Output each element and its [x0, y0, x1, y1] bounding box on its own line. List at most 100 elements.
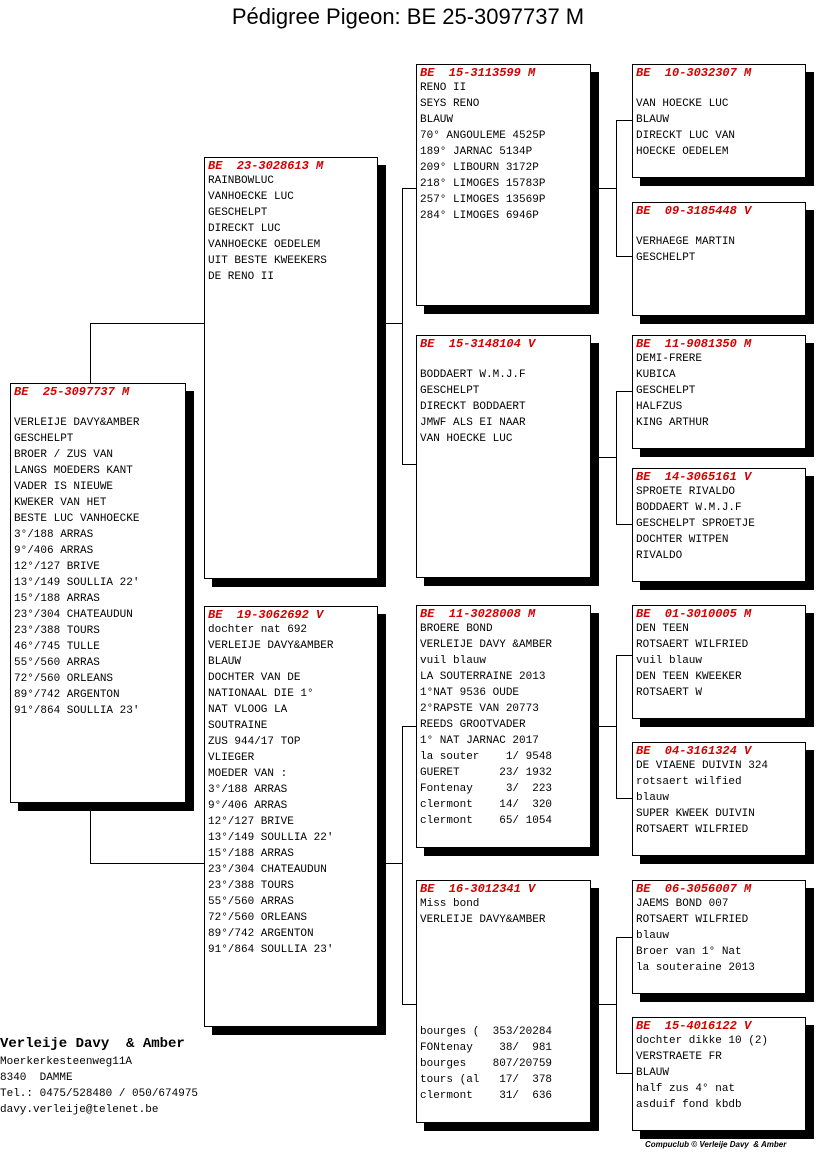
- pigeon-info-line: 15°/188 ARRAS: [14, 593, 100, 605]
- pigeon-info-line: ROTSAERT WILFRIED: [636, 914, 749, 926]
- connector-line: [402, 1004, 416, 1005]
- pigeon-details: dochter dikke 10 (2) VERSTRAETE FR BLAUW ha…: [633, 1033, 805, 1113]
- ring-number: BE 10-3032307 M: [636, 66, 752, 80]
- connector-line: [616, 120, 617, 256]
- pigeon-info-line: 89°/742 ARGENTON: [14, 689, 120, 701]
- pigeon-card-sire-sire: BE 15-3113599 M RENO II SEYS RENO BLAUW 70°…: [416, 64, 591, 306]
- pigeon-info-line: 3°/188 ARRAS: [208, 784, 288, 796]
- pigeon-info-line: 3°/188 ARRAS: [14, 529, 94, 541]
- connector-line: [589, 457, 616, 458]
- pigeon-info-line: VANHOECKE LUC: [208, 191, 294, 203]
- pigeon-info-line: NATIONAAL DIE 1°: [208, 688, 314, 700]
- pigeon-info-line: KWEKER VAN HET: [14, 497, 107, 509]
- pigeon-card-dam-dam: BE 16-3012341 V Miss bond VERLEIJE DAVY&A…: [416, 880, 591, 1123]
- pigeon-details: VERLEIJE DAVY&AMBER GESCHELPT BROER / ZUS …: [11, 399, 185, 719]
- breeder-name: Verleije Davy & Amber: [0, 1036, 185, 1052]
- pigeon-info-line: VERLEIJE DAVY &AMBER: [420, 639, 553, 651]
- pigeon-info-line: DIRECKT BODDAERT: [420, 401, 526, 413]
- pigeon-info-line: BROER / ZUS VAN: [14, 449, 114, 461]
- pigeon-card-ds-sire: BE 01-3010005 M DEN TEEN ROTSAERT WILFRIE…: [632, 605, 806, 719]
- pigeon-info-line: 2°RAPSTE VAN 20773: [420, 703, 539, 715]
- pigeon-details: DEMI-FRERE KUBICA GESCHELPT HALFZUS KING ART…: [633, 351, 805, 431]
- ring-number: BE 01-3010005 M: [636, 607, 752, 621]
- pigeon-info-line: 1° NAT JARNAC 2017: [420, 735, 539, 747]
- ring-number: BE 19-3062692 V: [208, 608, 324, 622]
- ring-number: BE 06-3056007 M: [636, 882, 752, 896]
- pigeon-info-line: 46°/745 TULLE: [14, 641, 100, 653]
- pigeon-info-line: [636, 80, 805, 96]
- pigeon-info-line: BODDAERT W.M.J.F: [636, 502, 742, 514]
- pigeon-details: DE VIAENE DUIVIN 324 rotsaert wilfied blau…: [633, 758, 805, 838]
- pigeon-info-line: DOCHTER VAN DE: [208, 672, 301, 684]
- pigeon-info-line: vuil blauw: [636, 655, 703, 667]
- pigeon-info-line: BLAUW: [636, 1067, 670, 1079]
- connector-line: [376, 323, 402, 324]
- pigeon-info-line: DEMI-FRERE: [636, 353, 703, 365]
- ring-number: BE 11-9081350 M: [636, 337, 752, 351]
- pigeon-info-line: BLAUW: [420, 114, 454, 126]
- pigeon-info-line: RAINBOWLUC: [208, 175, 275, 187]
- pigeon-info-line: DOCHTER WITPEN: [636, 534, 729, 546]
- pigeon-info-line: blauw: [636, 792, 670, 804]
- pigeon-info-line: RIVALDO: [636, 550, 683, 562]
- pigeon-info-line: 15°/188 ARRAS: [208, 848, 294, 860]
- pigeon-card-sire: BE 23-3028613 M RAINBOWLUC VANHOECKE LUC G…: [204, 157, 378, 579]
- connector-line: [616, 391, 617, 524]
- pigeon-info-line: bourges 807/20759: [420, 1058, 553, 1070]
- pigeon-info-line: 23°/304 CHATEAUDUN: [14, 609, 133, 621]
- ring-number: BE 04-3161324 V: [636, 744, 752, 758]
- pigeon-info-line: 91°/864 SOULLIA 23': [14, 705, 140, 717]
- pigeon-info-line: [420, 1008, 590, 1024]
- pigeon-info-line: SUPER KWEEK DUIVIN: [636, 808, 755, 820]
- pigeon-info-line: VANHOECKE OEDELEM: [208, 239, 321, 251]
- pigeon-details: VAN HOECKE LUC BLAUW DIRECKT LUC VAN HOECKE…: [633, 80, 805, 160]
- pigeon-info-line: half zus 4° nat: [636, 1083, 736, 1095]
- pigeon-info-line: GESCHELPT: [14, 433, 74, 445]
- pigeon-info-line: [420, 976, 590, 992]
- ring-number: BE 15-3148104 V: [420, 337, 536, 351]
- pigeon-details: BODDAERT W.M.J.F GESCHELPT DIRECKT BODDAER…: [417, 351, 590, 447]
- pigeon-info-line: clermont 65/ 1054: [420, 815, 553, 827]
- breeder-phone: Tel.: 0475/528480 / 050/674975: [0, 1088, 199, 1100]
- pigeon-info-line: ROTSAERT WILFRIED: [636, 639, 749, 651]
- pigeon-info-line: 9°/406 ARRAS: [14, 545, 94, 557]
- pigeon-info-line: SOUTRAINE: [208, 720, 268, 732]
- pigeon-info-line: VERLEIJE DAVY&AMBER: [208, 640, 334, 652]
- pigeon-info-line: VADER IS NIEUWE: [14, 481, 114, 493]
- pigeon-info-line: 209° LIBOURN 3172P: [420, 162, 539, 174]
- pigeon-card-subject: BE 25-3097737 M VERLEIJE DAVY&AMBER GESCH…: [10, 383, 186, 803]
- ring-number: BE 25-3097737 M: [14, 385, 130, 399]
- pigeon-info-line: GUERET 23/ 1932: [420, 767, 553, 779]
- pigeon-info-line: tours (al 17/ 378: [420, 1074, 553, 1086]
- pigeon-info-line: 189° JARNAC 5134P: [420, 146, 533, 158]
- connector-line: [402, 464, 416, 465]
- pigeon-info-line: BROERE BOND: [420, 623, 493, 635]
- pigeon-info-line: 23°/388 TOURS: [208, 880, 294, 892]
- pigeon-info-line: NAT VLOOG LA: [208, 704, 288, 716]
- pigeon-card-sd-dam: BE 14-3065161 V SPROETE RIVALDO BODDAERT …: [632, 468, 806, 582]
- pigeon-info-line: 284° LIMOGES 6946P: [420, 210, 539, 222]
- pigeon-info-line: DIRECKT LUC VAN: [636, 130, 736, 142]
- pigeon-info-line: UIT BESTE KWEEKERS: [208, 255, 327, 267]
- pigeon-info-line: [420, 351, 590, 367]
- pigeon-card-ds-dam: BE 04-3161324 V DE VIAENE DUIVIN 324 rots…: [632, 742, 806, 856]
- pigeon-info-line: 72°/560 ORLEANS: [208, 912, 308, 924]
- pigeon-details: RAINBOWLUC VANHOECKE LUC GESCHELPT DIRECKT …: [205, 173, 377, 285]
- pigeon-info-line: FONtenay 38/ 981: [420, 1042, 553, 1054]
- pigeon-info-line: DIRECKT LUC: [208, 223, 281, 235]
- connector-line: [90, 863, 204, 864]
- connector-line: [616, 937, 617, 1073]
- pigeon-info-line: JMWF ALS EI NAAR: [420, 417, 526, 429]
- pigeon-info-line: [420, 960, 590, 976]
- pigeon-info-line: BLAUW: [636, 114, 670, 126]
- pigeon-details: RENO II SEYS RENO BLAUW 70° ANGOULEME 4525P…: [417, 80, 590, 224]
- connector-line: [402, 188, 403, 464]
- pigeon-info-line: JAEMS BOND 007: [636, 898, 729, 910]
- pigeon-details: JAEMS BOND 007 ROTSAERT WILFRIED blauw Broe…: [633, 896, 805, 976]
- pigeon-info-line: vuil blauw: [420, 655, 487, 667]
- breeder-info: Verleije Davy & Amber Moerkerkesteenweg1…: [0, 1034, 198, 1118]
- pigeon-info-line: GESCHELPT: [636, 385, 696, 397]
- ring-number: BE 15-4016122 V: [636, 1019, 752, 1033]
- pigeon-info-line: 70° ANGOULEME 4525P: [420, 130, 546, 142]
- pigeon-info-line: RENO II: [420, 82, 467, 94]
